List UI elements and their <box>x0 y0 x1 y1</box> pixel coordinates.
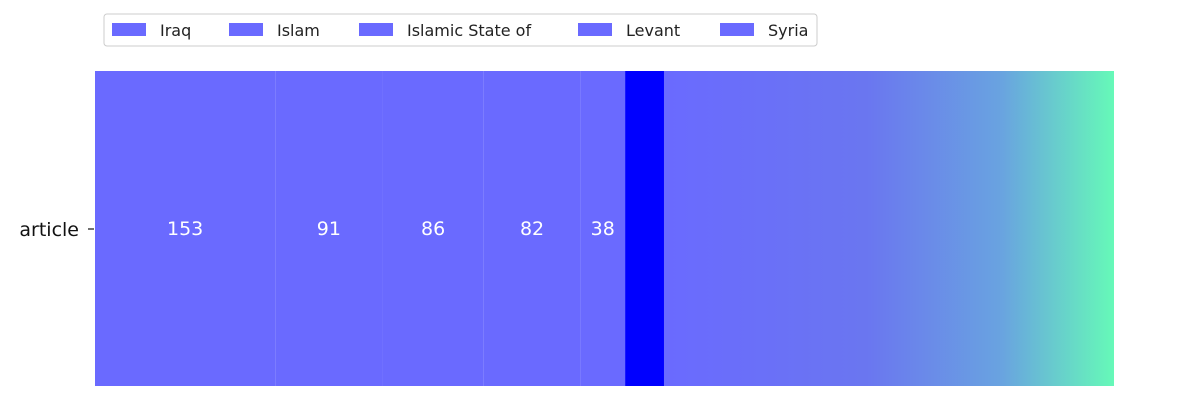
legend-label-iraq: Iraq <box>160 21 191 40</box>
legend-swatch-iraq <box>112 23 146 36</box>
gradient-fill <box>663 71 1114 386</box>
legend-swatch-islam <box>229 23 263 36</box>
data-label-islam: 91 <box>317 218 341 240</box>
highlight-strip <box>625 71 664 386</box>
data-label-syria: 38 <box>591 218 615 240</box>
bar-segment-syria <box>580 71 626 386</box>
legend-label-syria: Syria <box>768 21 808 40</box>
bar-segment-islam <box>275 71 383 386</box>
legend-label-levant: Levant <box>626 21 680 40</box>
bar-segment-iraq <box>95 71 276 386</box>
plot-area: 153 91 86 82 38 <box>95 71 1114 386</box>
legend-swatch-syria <box>720 23 754 36</box>
bar-segment-islamic-state-of <box>382 71 484 386</box>
data-label-iraq: 153 <box>167 218 203 240</box>
legend-label-islamic-state-of: Islamic State of <box>407 21 531 40</box>
legend-label-islam: Islam <box>277 21 320 40</box>
bar-segment-levant <box>483 71 581 386</box>
data-label-levant: 82 <box>520 218 544 240</box>
legend-frame <box>103 13 818 47</box>
y-tick-label: article <box>19 219 79 241</box>
data-label-islamic-state-of: 86 <box>421 218 445 240</box>
y-axis: article <box>19 219 94 241</box>
legend-swatch-levant <box>578 23 612 36</box>
legend: Iraq Islam Islamic State of Levant Syria <box>103 13 818 47</box>
legend-swatch-islamic-state-of <box>359 23 393 36</box>
